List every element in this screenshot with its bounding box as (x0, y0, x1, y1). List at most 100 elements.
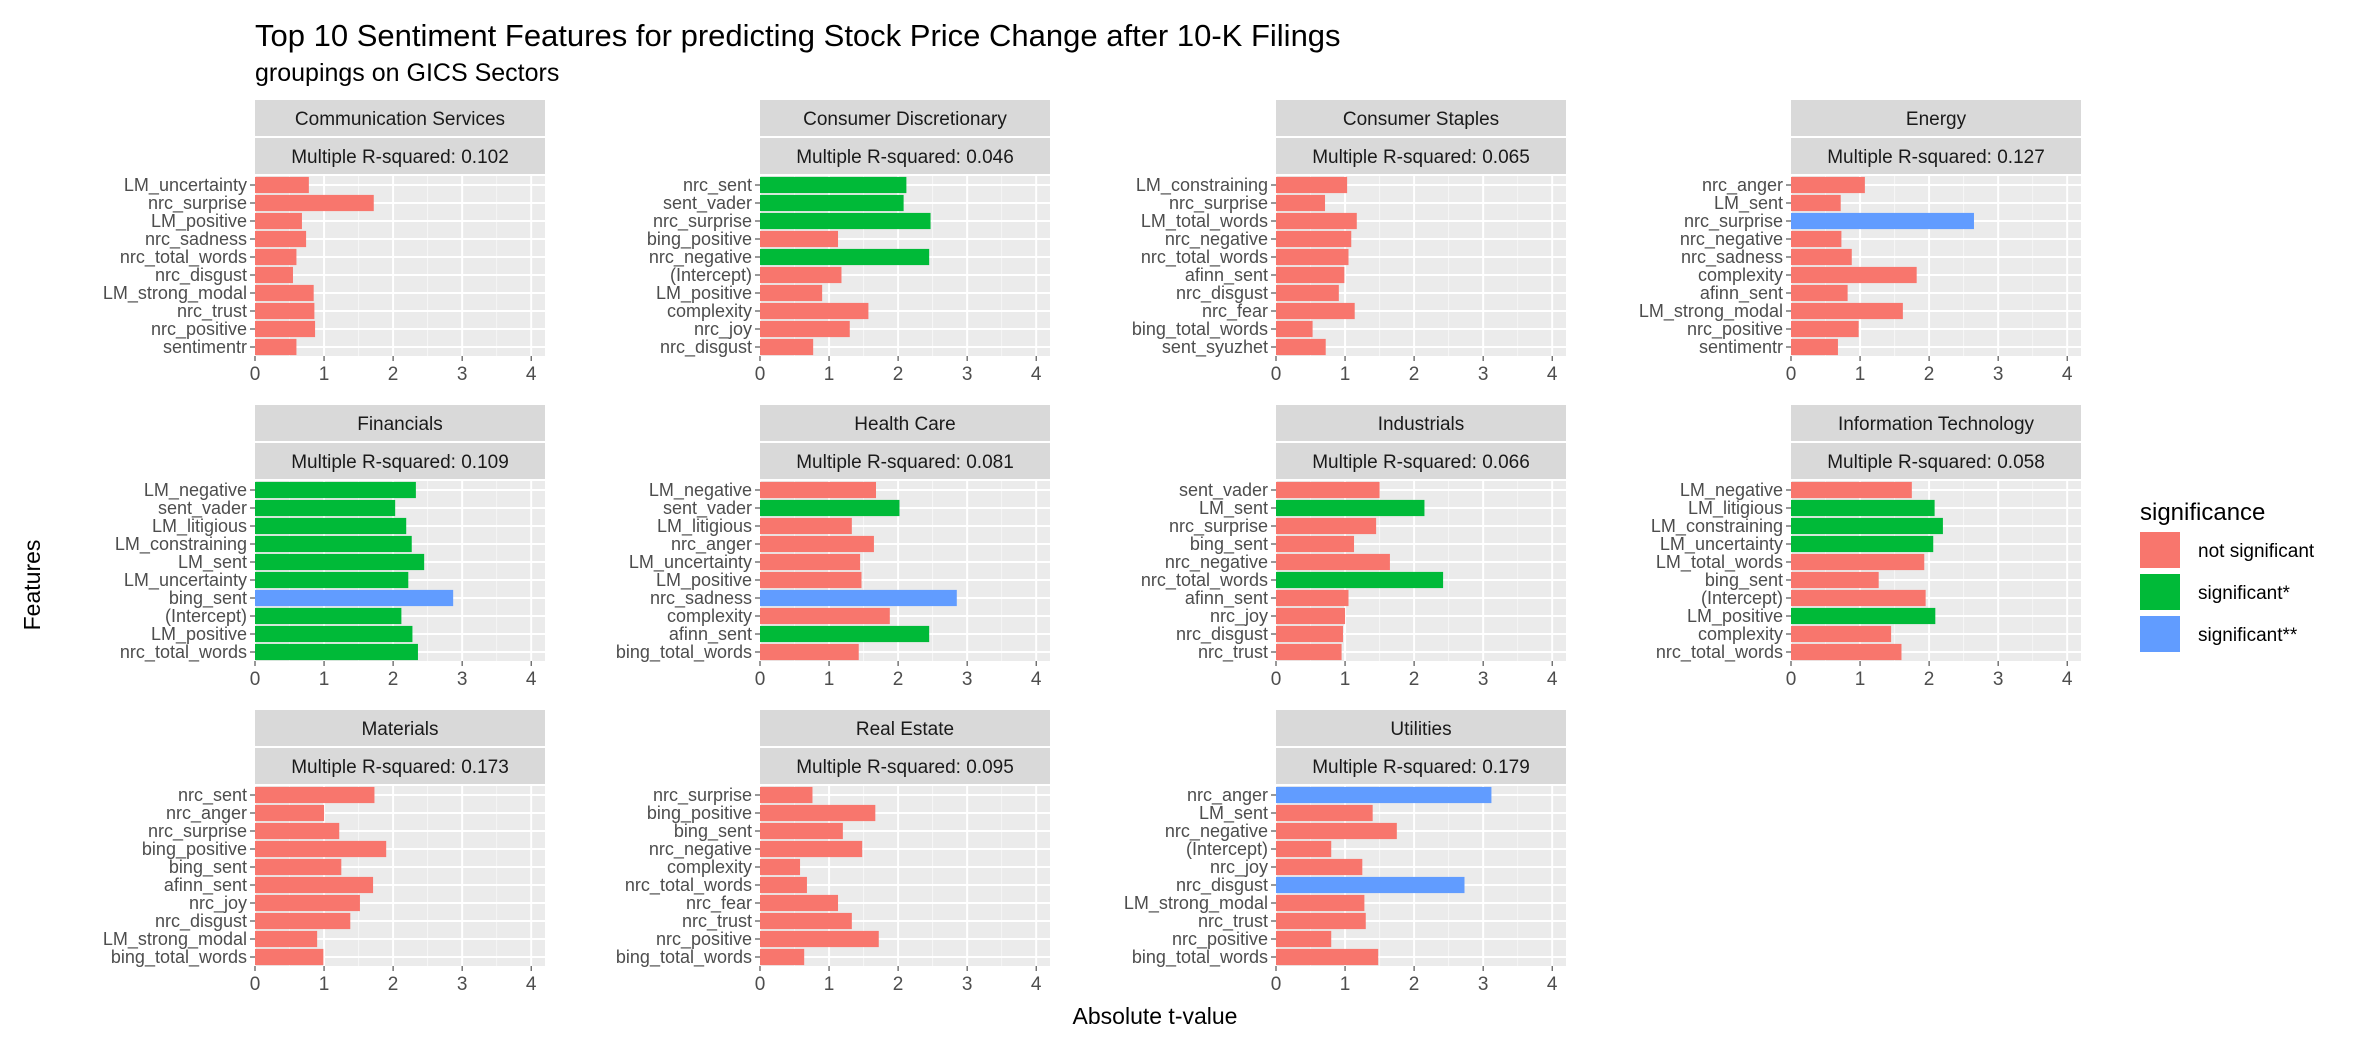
x-tick-label: 2 (388, 364, 399, 385)
x-tick-label: 4 (526, 364, 537, 385)
legend-title: significance (2140, 499, 2265, 526)
feature-label: nrc_anger (1702, 175, 1783, 196)
bar-nrc-sent (760, 176, 907, 194)
x-tick-label: 2 (893, 364, 904, 385)
bar-sent-vader (1276, 481, 1380, 499)
x-tick-label: 1 (1340, 974, 1351, 995)
x-tick-label: 1 (824, 669, 835, 690)
legend: significance not significant significant*… (2140, 499, 2315, 652)
bar-nrc-negative (1276, 230, 1352, 248)
x-tick-label: 3 (1993, 669, 2004, 690)
facet-sector-label: Energy (1906, 109, 1967, 130)
facet-rsquared-label: Multiple R-squared: 0.095 (796, 757, 1014, 778)
facet-strip-rsquared (1276, 138, 1566, 174)
bar-bing-total-words (1276, 320, 1313, 338)
feature-label: nrc_joy (1210, 857, 1268, 878)
feature-label: LM_strong_modal (103, 283, 247, 304)
bar-intercept (760, 266, 842, 284)
bar-lm-total-words (1276, 212, 1357, 230)
x-tick-label: 1 (319, 669, 330, 690)
facet-strip-rsquared (255, 443, 545, 479)
x-tick-label: 0 (250, 364, 261, 385)
chart-subtitle: groupings on GICS Sectors (255, 59, 559, 87)
feature-label: nrc_disgust (155, 265, 247, 286)
feature-label: LM_negative (649, 480, 752, 501)
feature-label: complexity (667, 606, 752, 626)
facet-information-technology: Information Technology Multiple R-squared… (1651, 405, 2081, 690)
x-tick-label: 0 (755, 974, 766, 995)
feature-label: LM_positive (656, 570, 752, 591)
feature-label: LM_constraining (115, 534, 247, 555)
facet-sector-label: Information Technology (1838, 414, 2035, 435)
bar-lm-uncertainty (1791, 535, 1934, 553)
x-tick-label: 4 (526, 669, 537, 690)
feature-label: LM_uncertainty (1660, 534, 1783, 555)
facet-sector-label: Financials (357, 414, 443, 435)
feature-label: LM_negative (1680, 480, 1783, 501)
x-tick-label: 1 (1340, 364, 1351, 385)
bar-afinn-sent (760, 625, 930, 643)
bar-lm-sent (1276, 804, 1373, 822)
bar-afinn-sent (1276, 589, 1349, 607)
feature-label: afinn_sent (1700, 283, 1783, 304)
feature-label: LM_litigious (152, 516, 247, 537)
bar-bing-total-words (255, 948, 324, 966)
feature-label: nrc_total_words (1656, 642, 1783, 663)
feature-label: (Intercept) (670, 265, 752, 285)
x-tick-label: 0 (250, 974, 261, 995)
facet-strip-rsquared (1791, 138, 2081, 174)
feature-label: nrc_sadness (1681, 247, 1783, 268)
feature-label: bing_sent (169, 857, 247, 878)
feature-label: bing_total_words (1132, 319, 1268, 340)
x-tick-label: 2 (1924, 364, 1935, 385)
feature-label: LM_positive (151, 211, 247, 232)
facet-strip-sector (1276, 710, 1566, 746)
facet-strip-sector (760, 710, 1050, 746)
feature-label: (Intercept) (165, 606, 247, 626)
facet-strip-sector (1276, 100, 1566, 136)
feature-label: sent_vader (663, 193, 752, 214)
feature-label: complexity (1698, 265, 1783, 285)
feature-label: LM_uncertainty (124, 175, 247, 196)
facet-sector-label: Communication Services (295, 109, 505, 130)
facet-rsquared-label: Multiple R-squared: 0.127 (1827, 147, 2045, 168)
facet-strip-sector (1276, 405, 1566, 441)
feature-label: nrc_trust (177, 301, 247, 322)
bar-lm-sent (1276, 499, 1425, 517)
feature-label: LM_strong_modal (1639, 301, 1783, 322)
facet-sector-label: Consumer Discretionary (803, 109, 1007, 130)
feature-label: nrc_negative (649, 839, 752, 860)
y-axis-label: Features (19, 540, 45, 631)
x-tick-label: 2 (1409, 669, 1420, 690)
bar-nrc-fear (1276, 302, 1355, 320)
feature-label: nrc_negative (649, 247, 752, 268)
bar-lm-uncertainty (760, 553, 861, 571)
facet-strip-rsquared (760, 748, 1050, 784)
feature-label: nrc_disgust (1176, 283, 1268, 304)
legend-swatch-ns (2140, 532, 2180, 568)
x-tick-label: 2 (1924, 669, 1935, 690)
feature-label: LM_positive (151, 624, 247, 645)
bar-nrc-surprise (760, 786, 813, 804)
legend-label-s2: significant** (2198, 625, 2298, 646)
x-tick-label: 1 (824, 364, 835, 385)
bar-complexity (760, 858, 801, 876)
feature-label: LM_constraining (1651, 516, 1783, 537)
bar-nrc-negative (1791, 230, 1842, 248)
bar-nrc-negative (1276, 822, 1397, 840)
feature-label: LM_litigious (1688, 498, 1783, 519)
facet-health-care: Health Care Multiple R-squared: 0.081 LM_n… (616, 405, 1050, 690)
bar-lm-total-words (1791, 553, 1925, 571)
bar-nrc-total-words (1791, 643, 1902, 661)
feature-label: nrc_total_words (1141, 570, 1268, 591)
bar-lm-uncertainty (255, 571, 409, 589)
x-tick-label: 3 (457, 364, 468, 385)
bar-nrc-sadness (255, 230, 307, 248)
bar-bing-total-words (760, 948, 805, 966)
feature-label: nrc_sent (683, 175, 752, 196)
bar-bing-positive (760, 804, 876, 822)
bar-sentimentr (1791, 338, 1838, 356)
x-tick-label: 3 (1478, 364, 1489, 385)
feature-label: nrc_fear (686, 893, 752, 914)
